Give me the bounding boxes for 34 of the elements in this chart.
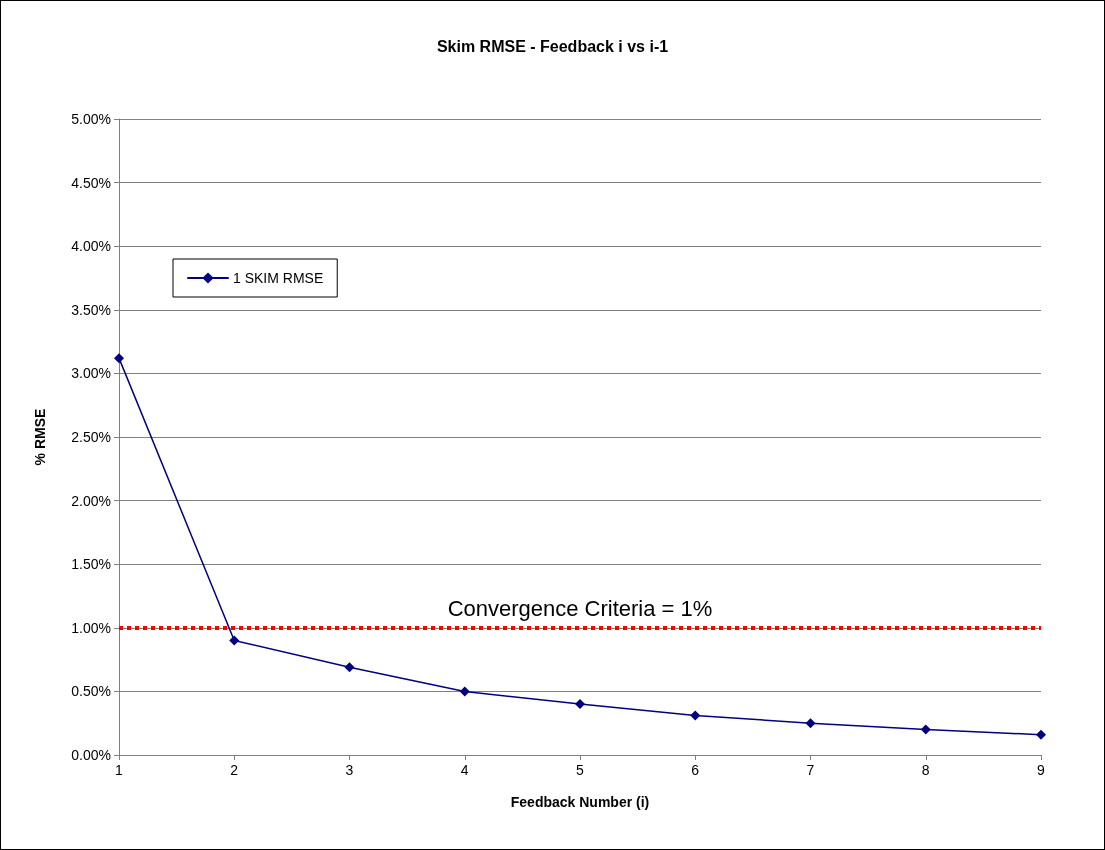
x-tick-label: 1 (115, 762, 124, 778)
x-tick-label: 9 (1037, 762, 1046, 778)
point (575, 699, 585, 710)
y-tick-label: 0.00% (71, 747, 111, 763)
y-tick-label: 4.50% (71, 174, 111, 191)
y-tick-label: 2.00% (71, 492, 111, 509)
x-tick-label: 2 (230, 762, 239, 778)
y-tick-label: 3.00% (71, 365, 111, 382)
y-tick-label: 2.50% (71, 429, 111, 445)
point (920, 724, 931, 735)
y-tick-label: 1.50% (71, 556, 111, 573)
x-tick-label: 4 (460, 762, 469, 778)
y-tick-label: 1.00% (71, 619, 111, 636)
point (344, 662, 355, 673)
x-tick-label: 8 (921, 762, 930, 778)
y-tick-label: 5.00% (71, 111, 111, 127)
x-tick-label: 3 (345, 762, 354, 778)
point (1036, 729, 1046, 740)
y-tick-label: 3.50% (71, 301, 111, 318)
y-tick-label: 0.50% (71, 683, 111, 700)
point (229, 635, 240, 646)
y-tick-label: 4.00% (71, 238, 111, 255)
legend-label: 1 SKIM RMSE (233, 270, 324, 286)
x-tick-label: 7 (806, 762, 815, 778)
x-axis-title: Feedback Number (i) (510, 794, 650, 810)
point (690, 710, 701, 721)
point (114, 353, 124, 364)
chart-title: Skim RMSE - Feedback i vs i-1 (436, 37, 669, 55)
y-axis-title: % RMSE (32, 408, 48, 466)
point (805, 718, 816, 729)
ref-line-label: Convergence Criteria = 1% (447, 596, 713, 622)
x-tick-label: 5 (576, 762, 585, 778)
point (459, 686, 470, 697)
x-tick-label: 6 (691, 762, 700, 778)
